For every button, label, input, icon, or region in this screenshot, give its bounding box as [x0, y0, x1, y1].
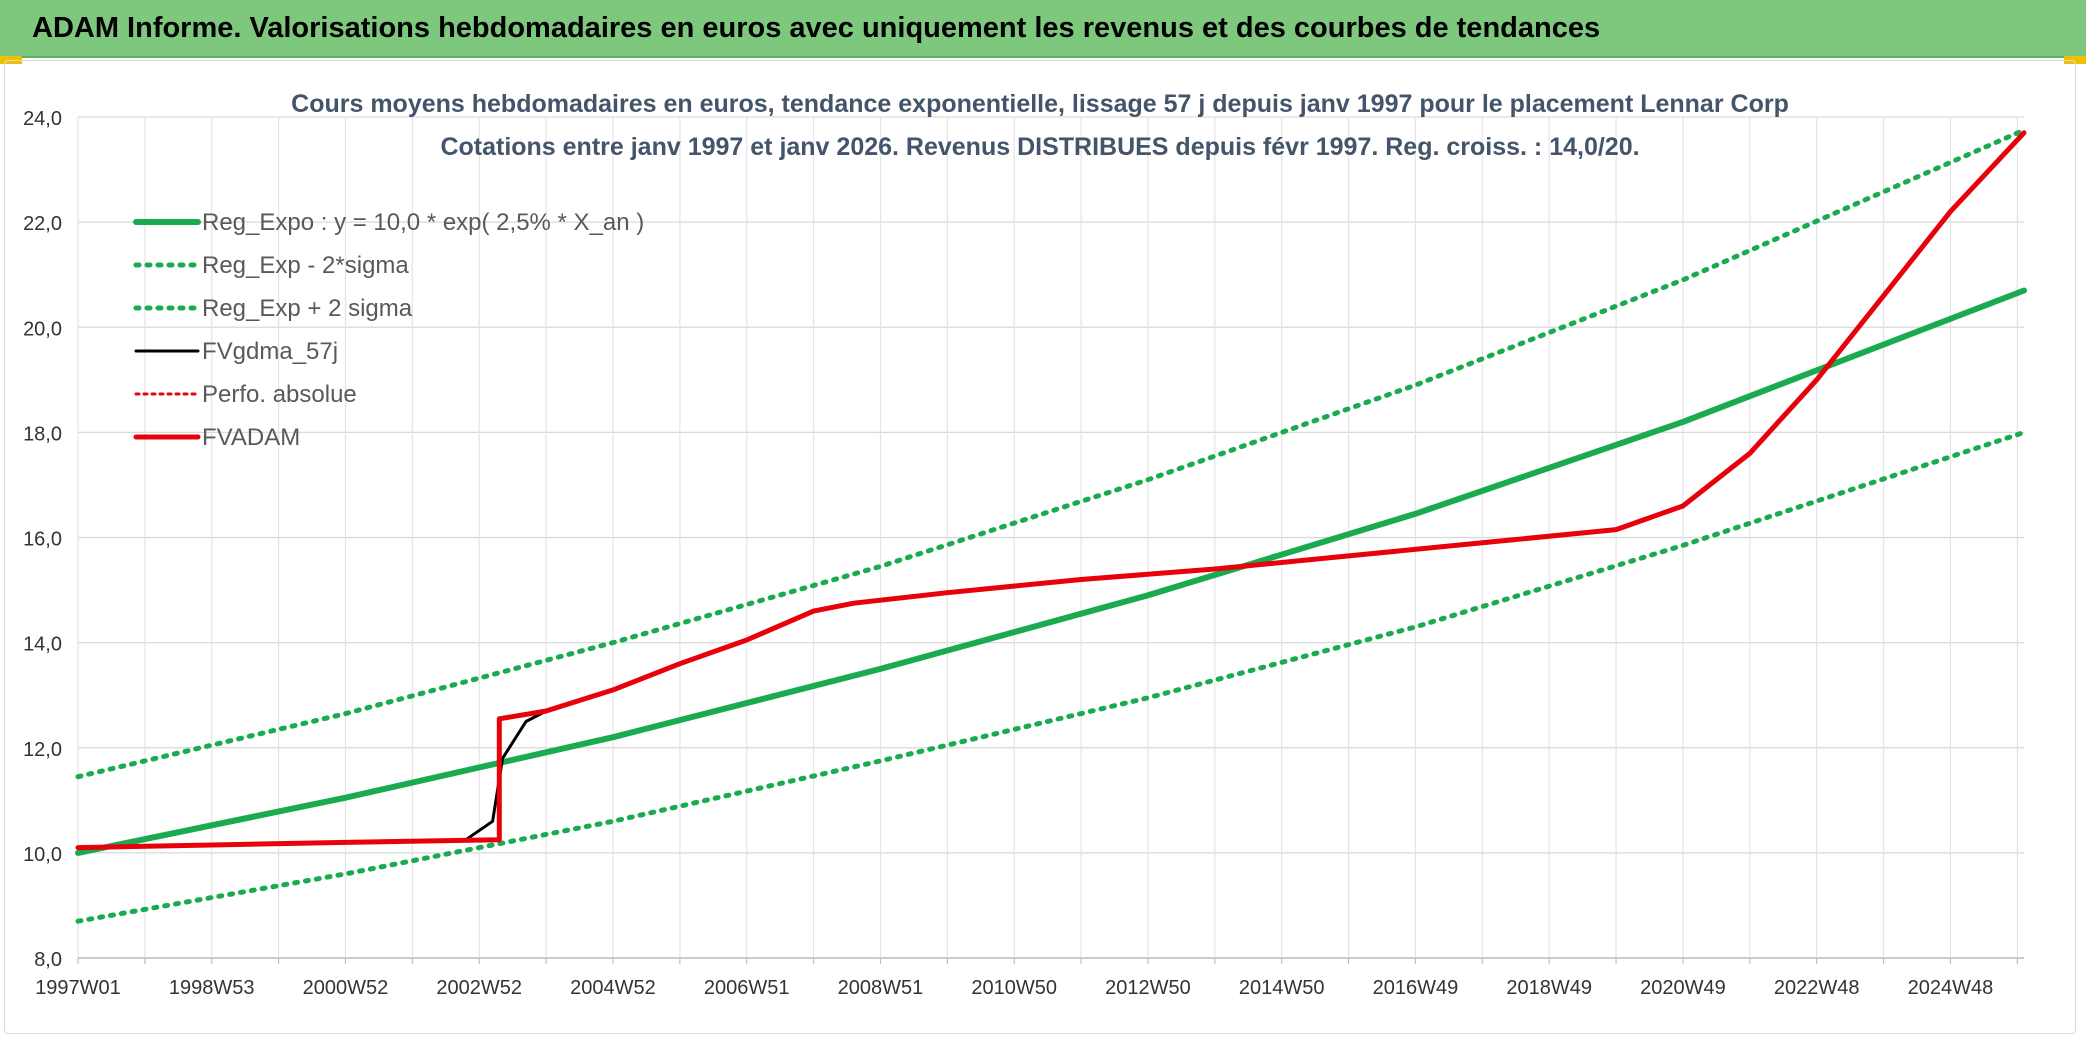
chart-title: Cours moyens hebdomadaires en euros, ten…	[291, 90, 1789, 118]
x-tick-label: 2024W48	[1908, 977, 1994, 999]
legend-label: FVADAM	[202, 424, 300, 451]
chart-frame	[4, 60, 2076, 1034]
y-tick-label: 8,0	[34, 949, 62, 971]
y-tick-label: 16,0	[23, 529, 62, 551]
x-tick-label: 2000W52	[303, 977, 389, 999]
chart-subtitle: Cotations entre janv 1997 et janv 2026. …	[440, 133, 1639, 161]
legend-label: Reg_Exp + 2 sigma	[202, 295, 413, 322]
y-tick-label: 12,0	[23, 739, 62, 761]
y-tick-label: 14,0	[23, 634, 62, 656]
x-tick-label: 2006W51	[704, 977, 790, 999]
legend-label: Perfo. absolue	[202, 381, 357, 408]
x-tick-label: 1997W01	[35, 977, 121, 999]
series-line	[75, 127, 2027, 780]
x-tick-label: 2002W52	[436, 977, 522, 999]
series-line	[76, 131, 2026, 850]
legend-label: Reg_Exp - 2*sigma	[202, 252, 409, 279]
y-tick-label: 20,0	[23, 318, 62, 340]
x-tick-label: 2016W49	[1373, 977, 1459, 999]
y-tick-label: 10,0	[23, 844, 62, 866]
series-line	[75, 429, 2027, 924]
y-tick-label: 18,0	[23, 423, 62, 445]
x-tick-label: 2018W49	[1506, 977, 1592, 999]
chart-legend: Reg_Expo : y = 10,0 * exp( 2,5% * X_an )…	[133, 209, 644, 451]
legend-label: FVgdma_57j	[202, 338, 338, 365]
report-title: ADAM Informe. Valorisations hebdomadaire…	[32, 12, 1601, 44]
x-tick-label: 2014W50	[1239, 977, 1325, 999]
x-tick-label: 2004W52	[570, 977, 656, 999]
chart-axes: 8,0 10,0 12,0 14,0 16,0 18,0 20,0 22,0 24,0 1997W…	[23, 108, 2024, 999]
x-tick-label: 2020W49	[1640, 977, 1726, 999]
x-tick-label: 2008W51	[838, 977, 924, 999]
chart-grid	[77, 116, 2024, 959]
y-tick-label: 22,0	[23, 213, 62, 235]
x-tick-label: 2010W50	[971, 977, 1057, 999]
series-line	[76, 131, 2026, 850]
legend-label: Reg_Expo : y = 10,0 * exp( 2,5% * X_an )	[202, 209, 644, 236]
x-tick-label: 2022W48	[1774, 977, 1860, 999]
x-tick-label: 1998W53	[169, 977, 255, 999]
corner-mark-right	[2064, 56, 2086, 64]
y-tick-label: 24,0	[23, 108, 62, 130]
report-banner: ADAM Informe. Valorisations hebdomadaire…	[0, 0, 2086, 58]
x-tick-label: 2012W50	[1105, 977, 1191, 999]
chart-series	[75, 127, 2027, 924]
series-line	[75, 130, 2027, 851]
series-line	[75, 287, 2027, 856]
